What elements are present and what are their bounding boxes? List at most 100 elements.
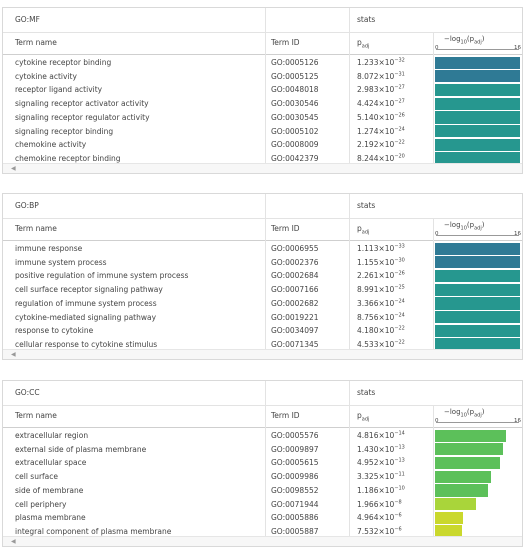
term-id[interactable]: GO:0002682 [271, 298, 319, 308]
term-id[interactable]: GO:0071345 [271, 339, 319, 349]
table-row[interactable]: cytokine receptor binding GO:0005126 1.233… [3, 56, 522, 69]
table-row[interactable]: cytokine activity GO:0005125 8.072×10−31 [3, 70, 522, 83]
term-id[interactable]: GO:0008009 [271, 140, 319, 150]
column-term-name[interactable]: Term name [15, 224, 57, 233]
table-row[interactable]: chemokine receptor binding GO:0042379 8.24… [3, 152, 522, 165]
term-id[interactable]: GO:0048018 [271, 85, 319, 95]
neglog-bar [435, 97, 520, 110]
horizontal-scrollbar[interactable]: ◀ [3, 349, 522, 359]
term-id[interactable]: GO:0007166 [271, 285, 319, 295]
term-name[interactable]: receptor ligand activity [15, 85, 103, 95]
term-id[interactable]: GO:0034097 [271, 326, 319, 336]
table-row[interactable]: cell periphery GO:0071944 1.966×10−8 [3, 498, 522, 511]
term-name[interactable]: integral component of plasma membrane [15, 526, 172, 536]
term-id[interactable]: GO:0030546 [271, 99, 319, 109]
table-row[interactable]: extracellular space GO:0005615 4.952×10−13 [3, 456, 522, 470]
column-header-row: Term name Term ID padj −log10(padj) 0 16 [3, 32, 522, 55]
table-row[interactable]: signaling receptor binding GO:0005102 1.27… [3, 125, 522, 138]
term-name[interactable]: side of membrane [15, 485, 84, 495]
table-row[interactable]: immune response GO:0006955 1.113×10−33 [3, 242, 522, 255]
padj-value: 1.274×10−24 [357, 126, 405, 136]
term-name[interactable]: plasma membrane [15, 513, 86, 523]
scroll-left-arrow-icon[interactable]: ◀ [11, 165, 16, 172]
term-id[interactable]: GO:0005126 [271, 58, 319, 67]
table-row[interactable]: external side of plasma membrane GO:00098… [3, 443, 522, 456]
term-name[interactable]: signaling receptor regulator activity [15, 112, 150, 122]
term-name[interactable]: cell surface [15, 472, 59, 482]
term-name[interactable]: cellular response to cytokine stimulus [15, 339, 158, 349]
table-row[interactable]: signaling receptor regulator activity GO:… [3, 111, 522, 124]
term-id[interactable]: GO:0005576 [271, 431, 319, 440]
padj-value: 1.966×10−8 [357, 499, 402, 509]
term-id[interactable]: GO:0098552 [271, 485, 319, 495]
column-term-id[interactable]: Term ID [271, 38, 300, 47]
table-row[interactable]: immune system process GO:0002376 1.155×10−… [3, 256, 522, 269]
term-name[interactable]: extracellular space [15, 458, 87, 468]
term-id[interactable]: GO:0009897 [271, 444, 319, 454]
table-row[interactable]: response to cytokine GO:0034097 4.180×10−2… [3, 324, 522, 337]
table-row[interactable]: signaling receptor activator activity GO:… [3, 97, 522, 110]
scroll-left-arrow-icon[interactable]: ◀ [11, 538, 16, 545]
padj-value: 4.180×10−22 [357, 325, 405, 336]
column-term-id[interactable]: Term ID [271, 224, 300, 233]
padj-value: 8.756×10−24 [357, 312, 405, 322]
table-row[interactable]: cytokine-mediated signaling pathway GO:00… [3, 311, 522, 324]
axis-min-label: 0 [435, 231, 439, 237]
results-panel-go-cc: GO:CC stats Term name Term ID padj −log10(pad… [2, 380, 523, 547]
column-term-name[interactable]: Term name [15, 411, 57, 420]
table-row[interactable]: extracellular region GO:0005576 4.816×10−1… [3, 429, 522, 442]
horizontal-scrollbar[interactable]: ◀ [3, 163, 522, 173]
term-id[interactable]: GO:0006955 [271, 244, 319, 253]
neglog-bar [435, 269, 520, 283]
term-name[interactable]: cytokine activity [15, 71, 77, 81]
term-id[interactable]: GO:0009986 [271, 472, 319, 482]
term-id[interactable]: GO:0071944 [271, 499, 319, 509]
table-row[interactable]: cell surface GO:0009986 3.325×10−11 [3, 470, 522, 483]
term-id[interactable]: GO:0005615 [271, 458, 319, 468]
term-name[interactable]: cell surface receptor signaling pathway [15, 285, 163, 295]
term-id[interactable]: GO:0005887 [271, 526, 319, 536]
table-row[interactable]: positive regulation of immune system pro… [3, 269, 522, 283]
term-name[interactable]: signaling receptor activator activity [15, 99, 149, 109]
term-name[interactable]: positive regulation of immune system pro… [15, 271, 189, 281]
column-term-id[interactable]: Term ID [271, 411, 300, 420]
term-id[interactable]: GO:0005125 [271, 71, 319, 81]
term-name[interactable]: chemokine activity [15, 140, 87, 150]
term-name[interactable]: response to cytokine [15, 326, 94, 336]
term-name[interactable]: cell periphery [15, 499, 67, 509]
term-name[interactable]: regulation of immune system process [15, 298, 157, 308]
table-row[interactable]: side of membrane GO:0098552 1.186×10−10 [3, 484, 522, 497]
neglog-bar [435, 70, 520, 83]
column-padj[interactable]: padj [357, 32, 369, 58]
term-id[interactable]: GO:0030545 [271, 112, 319, 122]
term-id[interactable]: GO:0005102 [271, 126, 319, 136]
table-row[interactable]: integral component of plasma membrane GO:… [3, 525, 522, 538]
neglog-bar [435, 511, 464, 524]
axis-min-label: 0 [435, 45, 439, 51]
term-name[interactable]: extracellular region [15, 431, 89, 440]
term-id[interactable]: GO:0002684 [271, 271, 319, 281]
table-row[interactable]: regulation of immune system process GO:00… [3, 297, 522, 310]
table-row[interactable]: cell surface receptor signaling pathway G… [3, 283, 522, 296]
term-id[interactable]: GO:0019221 [271, 312, 319, 322]
horizontal-scrollbar[interactable]: ◀ [3, 536, 522, 546]
term-name[interactable]: cytokine-mediated signaling pathway [15, 312, 157, 322]
term-name[interactable]: immune response [15, 244, 83, 253]
table-row[interactable]: receptor ligand activity GO:0048018 2.983×… [3, 83, 522, 97]
term-name[interactable]: external side of plasma membrane [15, 444, 147, 454]
term-name[interactable]: cytokine receptor binding [15, 58, 112, 67]
table-row[interactable]: cellular response to cytokine stimulus GO… [3, 338, 522, 351]
term-name[interactable]: signaling receptor binding [15, 126, 114, 136]
term-id[interactable]: GO:0005886 [271, 513, 319, 523]
term-name[interactable]: immune system process [15, 257, 107, 267]
table-row[interactable]: chemokine activity GO:0008009 2.192×10−22 [3, 138, 522, 151]
table-row[interactable]: plasma membrane GO:0005886 4.964×10−6 [3, 511, 522, 524]
column-term-name[interactable]: Term name [15, 38, 57, 47]
term-id[interactable]: GO:0002376 [271, 257, 319, 267]
term-id[interactable]: GO:0042379 [271, 153, 319, 163]
column-padj[interactable]: padj [357, 218, 369, 244]
column-padj[interactable]: padj [357, 405, 369, 431]
scroll-left-arrow-icon[interactable]: ◀ [11, 351, 16, 358]
term-name[interactable]: chemokine receptor binding [15, 153, 121, 163]
padj-base: p [357, 224, 362, 233]
